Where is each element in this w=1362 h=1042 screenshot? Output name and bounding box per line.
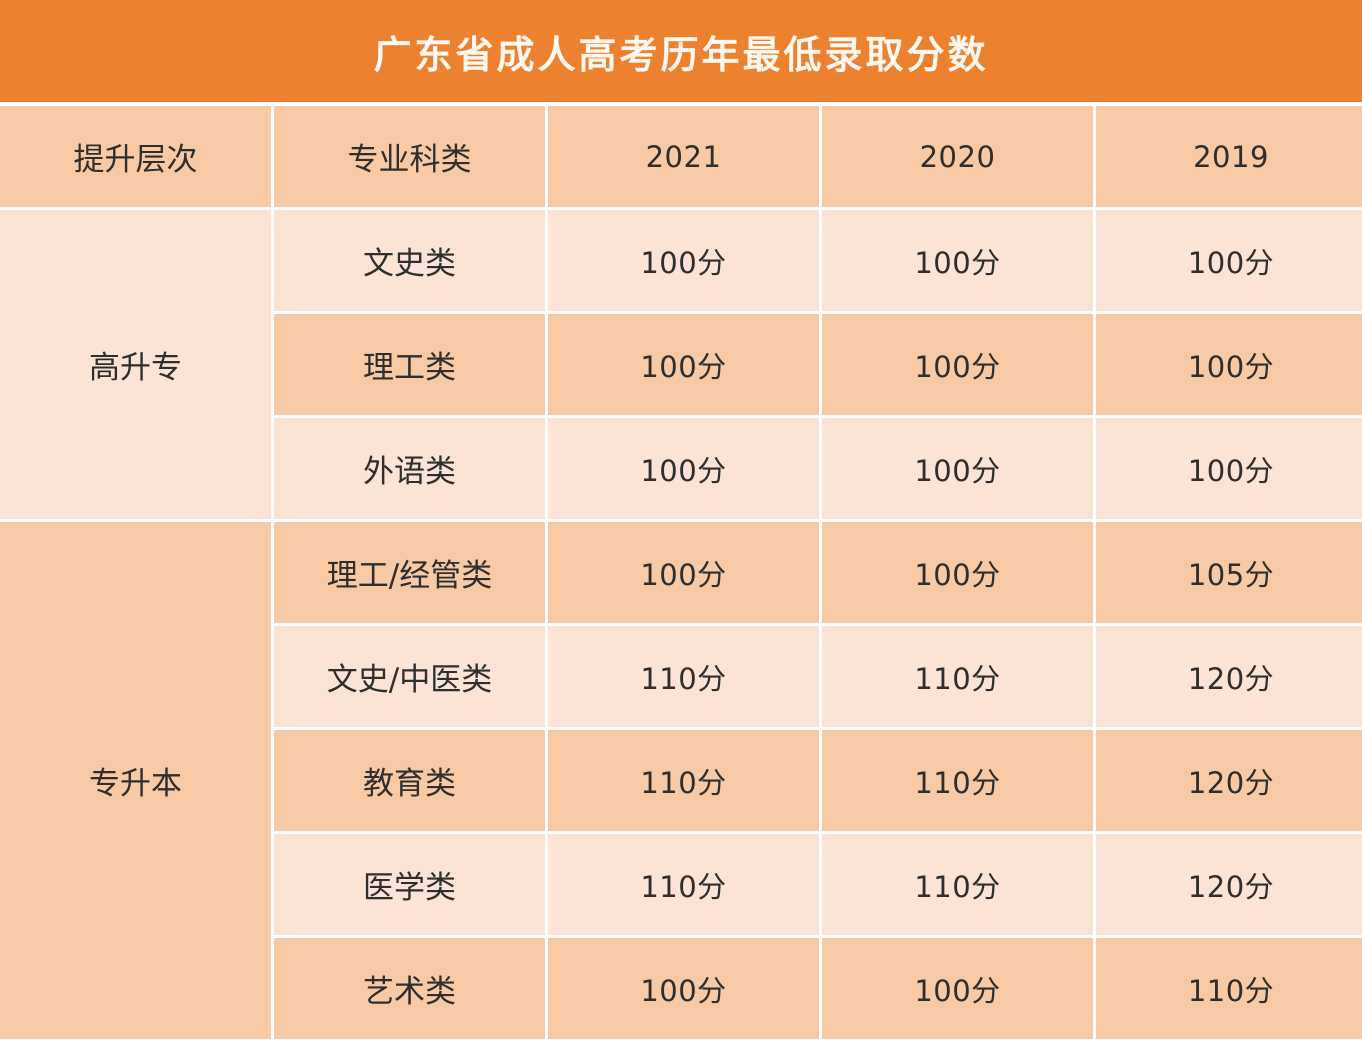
score-cell: 110分 <box>548 730 819 831</box>
category-cell: 医学类 <box>274 834 545 935</box>
score-cell: 105分 <box>1096 522 1362 623</box>
header-year-2020: 2020 <box>822 106 1093 207</box>
level-cell-gaoshengzhuan: 高升专 <box>0 210 271 519</box>
score-cell: 110分 <box>822 626 1093 727</box>
score-cell: 100分 <box>548 418 819 519</box>
category-cell: 文史类 <box>274 210 545 311</box>
header-year-2021: 2021 <box>548 106 819 207</box>
title-bar: 广东省成人高考历年最低录取分数 <box>0 0 1362 102</box>
score-cell: 100分 <box>548 210 819 311</box>
category-cell: 艺术类 <box>274 938 545 1039</box>
table-title: 广东省成人高考历年最低录取分数 <box>373 31 989 77</box>
score-cell: 100分 <box>1096 314 1362 415</box>
header-category: 专业科类 <box>274 106 545 207</box>
score-cell: 100分 <box>822 418 1093 519</box>
category-cell: 教育类 <box>274 730 545 831</box>
score-cell: 110分 <box>822 730 1093 831</box>
score-cell: 100分 <box>548 938 819 1039</box>
category-cell: 外语类 <box>274 418 545 519</box>
score-cell: 110分 <box>822 834 1093 935</box>
score-cell: 120分 <box>1096 626 1362 727</box>
score-cell: 100分 <box>822 938 1093 1039</box>
score-cell: 100分 <box>1096 418 1362 519</box>
score-cell: 120分 <box>1096 834 1362 935</box>
score-cell: 110分 <box>548 834 819 935</box>
score-cell: 100分 <box>822 314 1093 415</box>
header-year-2019: 2019 <box>1096 106 1362 207</box>
score-cell: 100分 <box>1096 210 1362 311</box>
score-cell: 100分 <box>548 522 819 623</box>
score-cell: 100分 <box>548 314 819 415</box>
score-cell: 100分 <box>822 522 1093 623</box>
category-cell: 理工/经管类 <box>274 522 545 623</box>
score-cell: 110分 <box>548 626 819 727</box>
score-cell: 110分 <box>1096 938 1362 1039</box>
category-cell: 理工类 <box>274 314 545 415</box>
score-table: 提升层次 专业科类 2021 2020 2019 高升专 文史类 100分 10… <box>0 106 1362 1042</box>
score-cell: 100分 <box>822 210 1093 311</box>
score-cell: 120分 <box>1096 730 1362 831</box>
header-level: 提升层次 <box>0 106 271 207</box>
level-cell-zhuanshengben: 专升本 <box>0 522 271 1039</box>
category-cell: 文史/中医类 <box>274 626 545 727</box>
